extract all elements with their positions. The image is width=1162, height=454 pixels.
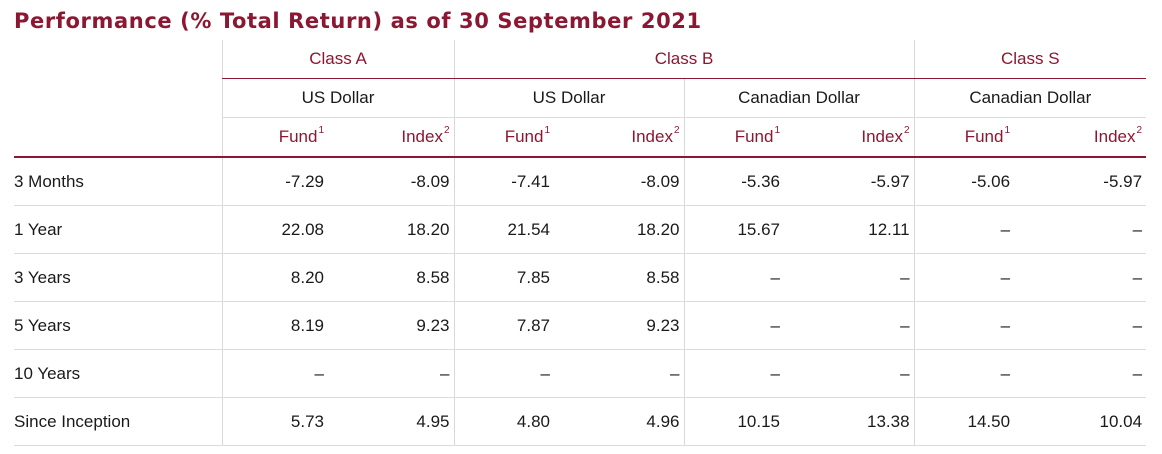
fund-value-cell: -7.29 bbox=[221, 157, 338, 206]
row-label: 10 Years bbox=[14, 349, 222, 398]
page-title: Performance (% Total Return) as of 30 Se… bbox=[14, 9, 702, 33]
fund-header: Fund1 bbox=[913, 117, 1029, 158]
table-row: 3 Years 8.20 8.58 7.85 8.58– – – – bbox=[14, 253, 1147, 302]
currency-header: US Dollar bbox=[453, 78, 685, 118]
index-value-cell: – bbox=[1028, 253, 1147, 302]
index-value-cell: -5.97 bbox=[798, 157, 915, 206]
currency-header: Canadian Dollar bbox=[913, 78, 1147, 118]
class-s-header: Class S bbox=[913, 40, 1147, 79]
class-b-header: Class B bbox=[453, 40, 915, 79]
fund-value-cell: – bbox=[683, 253, 799, 302]
index-value-cell: 12.11 bbox=[798, 205, 915, 254]
index-header: Index2 bbox=[798, 117, 915, 158]
index-value-cell: – bbox=[798, 301, 915, 350]
table-row: 10 Years – – – – – – – – bbox=[14, 349, 1147, 398]
fund-header: Fund1 bbox=[683, 117, 799, 158]
index-header: Index2 bbox=[568, 117, 685, 158]
fund-value-cell: – bbox=[453, 349, 569, 398]
index-value-cell: 18.20 bbox=[568, 205, 685, 254]
fund-value-cell: 8.19 bbox=[221, 301, 338, 350]
table-body: 3 Months -7.29 -8.09 -7.41 -8.09 -5.36 -5.97 -5… bbox=[14, 157, 1147, 446]
fund-value-cell: 7.87 bbox=[453, 301, 569, 350]
fund-value-cell: 15.67 bbox=[683, 205, 799, 254]
currency-header: Canadian Dollar bbox=[683, 78, 915, 118]
index-value-cell: 4.95 bbox=[338, 397, 455, 446]
fund-value-cell: 10.15 bbox=[683, 397, 799, 446]
table-row: 1 Year 22.08 18.20 21.54 18.20 15.67 12.11– – bbox=[14, 205, 1147, 254]
index-value-cell: – bbox=[1028, 301, 1147, 350]
row-label: Since Inception bbox=[14, 397, 222, 446]
fund-value-cell: 14.50 bbox=[913, 397, 1029, 446]
index-value-cell: 8.58 bbox=[338, 253, 455, 302]
row-label: 5 Years bbox=[14, 301, 222, 350]
fund-value-cell: – bbox=[683, 301, 799, 350]
fund-value-cell: 5.73 bbox=[221, 397, 338, 446]
fund-value-cell: – bbox=[913, 253, 1029, 302]
index-value-cell: -8.09 bbox=[568, 157, 685, 206]
index-value-cell: 4.96 bbox=[568, 397, 685, 446]
fund-value-cell: -5.06 bbox=[913, 157, 1029, 206]
fund-value-cell: – bbox=[913, 301, 1029, 350]
index-value-cell: 10.04 bbox=[1028, 397, 1147, 446]
fund-value-cell: – bbox=[683, 349, 799, 398]
class-a-header: Class A bbox=[221, 40, 455, 79]
currency-header: US Dollar bbox=[221, 78, 455, 118]
fund-value-cell: 4.80 bbox=[453, 397, 569, 446]
index-value-cell: – bbox=[1028, 349, 1147, 398]
performance-table: Class A Class B Class S US Dollar US Dol… bbox=[14, 40, 1147, 446]
fund-value-cell: 7.85 bbox=[453, 253, 569, 302]
index-value-cell: – bbox=[798, 349, 915, 398]
fund-value-cell: – bbox=[913, 205, 1029, 254]
fund-value-cell: 21.54 bbox=[453, 205, 569, 254]
index-value-cell: – bbox=[568, 349, 685, 398]
fund-header: Fund1 bbox=[453, 117, 569, 158]
row-label: 1 Year bbox=[14, 205, 222, 254]
fund-value-cell: – bbox=[221, 349, 338, 398]
row-label: 3 Years bbox=[14, 253, 222, 302]
index-header: Index2 bbox=[338, 117, 455, 158]
index-value-cell: -5.97 bbox=[1028, 157, 1147, 206]
fund-header: Fund1 bbox=[221, 117, 338, 158]
index-value-cell: – bbox=[338, 349, 455, 398]
index-value-cell: – bbox=[798, 253, 915, 302]
fund-value-cell: 22.08 bbox=[221, 205, 338, 254]
class-header-row: Class A Class B Class S bbox=[14, 40, 1147, 79]
fund-value-cell: 8.20 bbox=[221, 253, 338, 302]
index-value-cell: – bbox=[1028, 205, 1147, 254]
index-value-cell: 9.23 bbox=[568, 301, 685, 350]
currency-header-row: US Dollar US Dollar Canadian Dollar Cana… bbox=[14, 78, 1147, 118]
row-label: 3 Months bbox=[14, 157, 222, 206]
table-row: Since Inception 5.73 4.95 4.80 4.96 10.15 13.3… bbox=[14, 397, 1147, 446]
fund-index-header-row: Fund1 Index2 Fund1 Index2 Fund1 Index2 F… bbox=[14, 117, 1147, 158]
index-value-cell: 9.23 bbox=[338, 301, 455, 350]
fund-value-cell: – bbox=[913, 349, 1029, 398]
fund-value-cell: -7.41 bbox=[453, 157, 569, 206]
fund-value-cell: -5.36 bbox=[683, 157, 799, 206]
table-row: 5 Years 8.19 9.23 7.87 9.23– – – – bbox=[14, 301, 1147, 350]
index-value-cell: 13.38 bbox=[798, 397, 915, 446]
index-value-cell: -8.09 bbox=[338, 157, 455, 206]
index-value-cell: 18.20 bbox=[338, 205, 455, 254]
index-header: Index2 bbox=[1028, 117, 1147, 158]
table-row: 3 Months -7.29 -8.09 -7.41 -8.09 -5.36 -5.97 -5… bbox=[14, 157, 1147, 206]
index-value-cell: 8.58 bbox=[568, 253, 685, 302]
